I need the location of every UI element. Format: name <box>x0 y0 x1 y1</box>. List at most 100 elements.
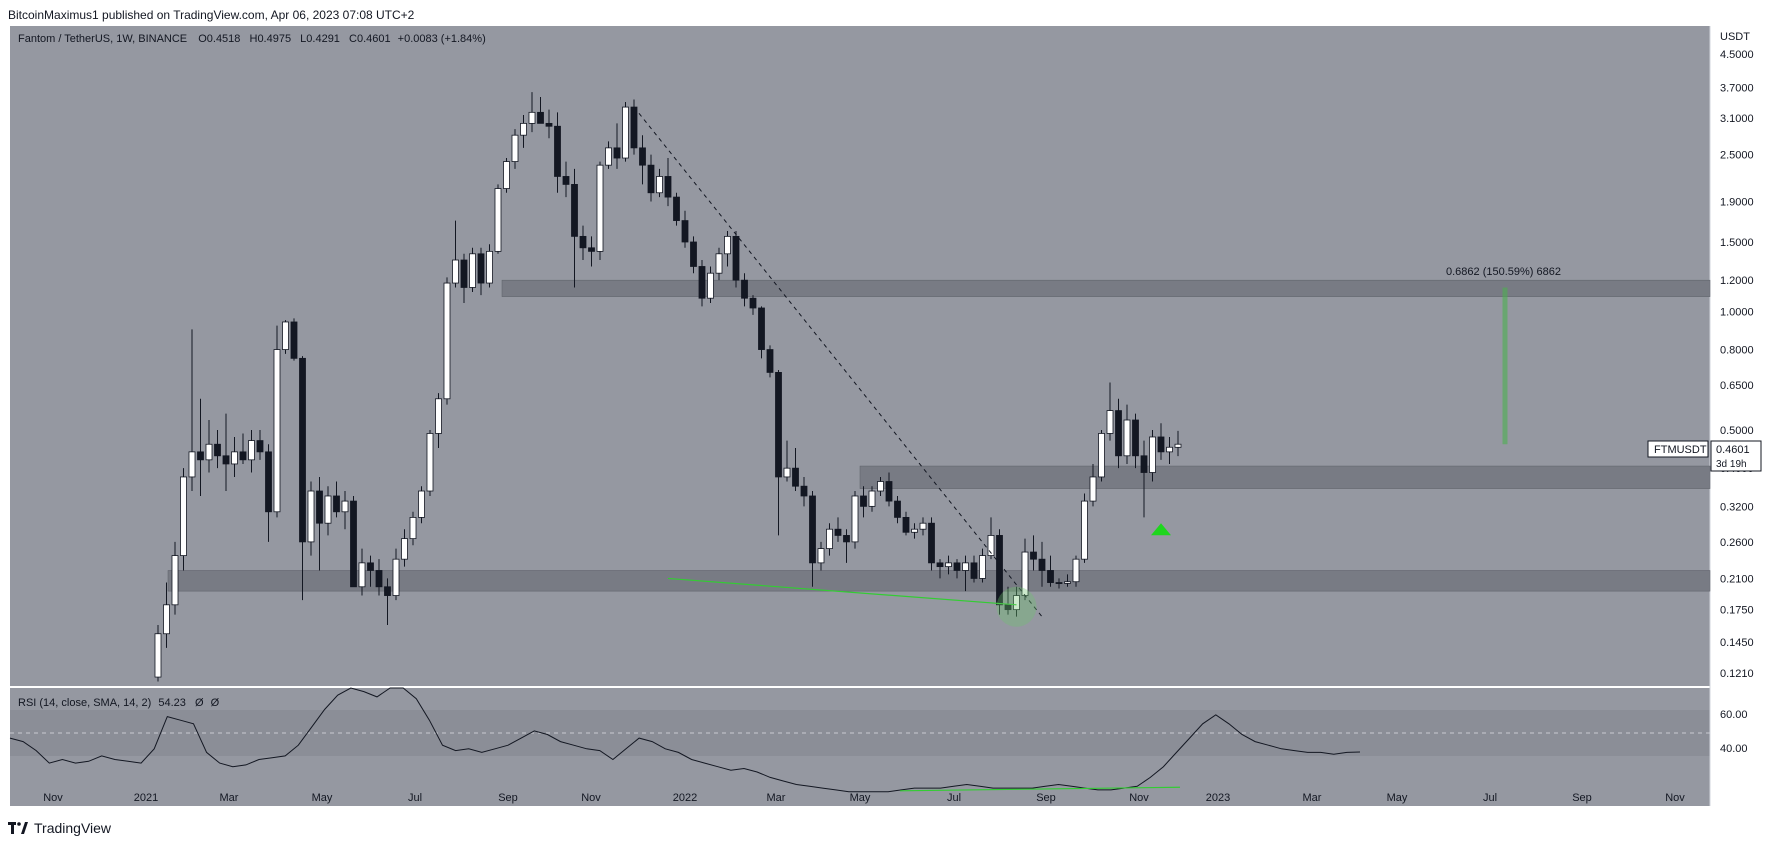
candle <box>690 236 697 274</box>
candle-body <box>605 147 612 166</box>
candle-body <box>452 259 459 284</box>
candle <box>834 517 842 542</box>
candle <box>222 413 230 492</box>
candle <box>843 529 850 563</box>
candle <box>256 429 264 460</box>
candle-body <box>307 490 315 543</box>
candle-body <box>817 548 825 564</box>
candle-body <box>588 247 595 252</box>
candle <box>1004 586 1012 615</box>
candle <box>681 210 689 248</box>
candle-body <box>987 535 995 556</box>
candle <box>911 523 918 539</box>
candle <box>639 135 646 185</box>
price-tick-label: 0.3200 <box>1720 501 1754 513</box>
candle <box>715 247 723 281</box>
candle <box>571 168 578 288</box>
candle <box>656 168 663 198</box>
rsi-tick-60: 60.00 <box>1720 709 1748 721</box>
candle <box>1030 535 1037 571</box>
candle-body <box>324 495 332 524</box>
candle-body <box>214 443 221 457</box>
candle-body <box>477 253 485 284</box>
time-tick-label: Nov <box>1665 792 1685 804</box>
candle <box>239 433 247 464</box>
candle-body <box>554 125 561 177</box>
candle-body <box>843 535 850 543</box>
footer-brand: TradingView <box>34 820 112 836</box>
candle-body <box>154 633 162 678</box>
candle <box>792 448 799 492</box>
candle <box>962 555 969 592</box>
candle <box>664 158 672 207</box>
rsi-label: RSI (14, close, SMA, 14, 2) <box>18 697 151 709</box>
candle <box>350 495 357 588</box>
candle <box>273 325 281 518</box>
price-axis[interactable] <box>1710 26 1777 786</box>
time-tick-label: 2023 <box>1206 792 1230 804</box>
candle-body <box>392 558 400 596</box>
price-tick-label: 3.7000 <box>1720 82 1754 94</box>
time-tick-label: Sep <box>1572 792 1592 804</box>
candle <box>749 295 757 315</box>
candle <box>622 101 629 162</box>
candle-body <box>384 586 391 596</box>
time-axis <box>10 806 1777 810</box>
candle <box>996 529 1003 615</box>
time-tick-label: Sep <box>498 792 518 804</box>
candle <box>1140 440 1148 518</box>
candle-body <box>826 528 833 549</box>
candle <box>698 260 706 307</box>
candle <box>545 109 553 139</box>
candle <box>613 123 621 169</box>
candle-body <box>792 467 799 487</box>
candle-body <box>197 451 204 461</box>
tradingview-logo[interactable]: TradingView <box>8 820 111 836</box>
candle <box>766 345 774 378</box>
candle-body <box>469 253 476 288</box>
chart-area[interactable]: 4.5000 3.7000 3.1000 2.5000 1.9000 1.5000 1.20… <box>0 26 1777 810</box>
candle-body <box>664 176 672 198</box>
price-tick-label: 0.1450 <box>1720 637 1754 649</box>
candle-body <box>341 500 349 513</box>
candle-body <box>418 490 425 518</box>
candle <box>928 517 935 571</box>
candle <box>477 247 485 296</box>
candle <box>1149 429 1156 482</box>
candle-body <box>282 321 289 350</box>
time-tick-label: Nov <box>581 792 601 804</box>
candle-body <box>851 495 859 543</box>
candle <box>180 468 187 571</box>
candle <box>375 559 383 596</box>
candle-body <box>775 372 782 478</box>
candle <box>486 244 493 288</box>
zone-1 <box>859 465 1711 489</box>
candle <box>596 161 604 261</box>
candle <box>460 253 468 304</box>
legend-symbol: Fantom / TetherUS, 1W, BINANCE <box>18 33 187 45</box>
candle <box>970 555 978 583</box>
price-tick-label: 0.2600 <box>1720 537 1754 549</box>
price-label-countdown: 3d 19h <box>1716 459 1747 470</box>
candle <box>860 486 867 518</box>
candle <box>1098 429 1105 482</box>
candle-body <box>724 235 731 255</box>
candle-body <box>350 500 357 588</box>
candle-body <box>979 555 986 579</box>
tradingview-icon <box>8 822 28 834</box>
candle-body <box>715 253 723 274</box>
price-tick-label: 0.8000 <box>1720 345 1754 357</box>
candle-body <box>1115 410 1122 457</box>
candle-body <box>163 604 170 635</box>
footer: TradingView <box>0 810 1777 845</box>
candle <box>1064 574 1071 587</box>
price-label-value-box <box>1710 440 1762 472</box>
candle <box>707 266 714 304</box>
candle <box>367 555 374 587</box>
axis-currency: USDT <box>1720 31 1750 43</box>
candle-body <box>248 440 255 461</box>
candle-body <box>936 562 944 568</box>
candle-body <box>630 106 638 149</box>
candle-body <box>316 490 323 524</box>
legend-c-value: 0.4601 <box>357 33 391 45</box>
